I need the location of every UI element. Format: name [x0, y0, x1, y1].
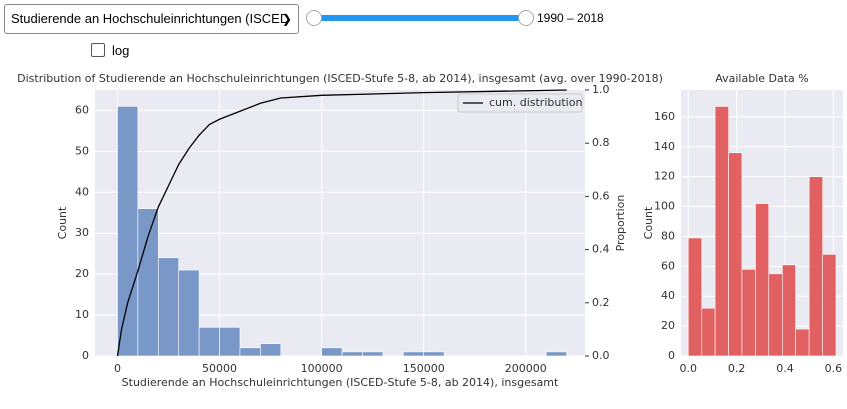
- bar: [362, 351, 384, 357]
- y-tick-label: 20: [75, 267, 89, 280]
- range-slider[interactable]: [313, 15, 525, 21]
- y-tick-label: 160: [654, 110, 675, 123]
- y2-axis-label: Proportion: [614, 195, 627, 252]
- y-tick-label: 40: [661, 289, 675, 302]
- y-tick-label: 100: [654, 200, 675, 213]
- y-tick-label: 40: [75, 185, 89, 198]
- y-axis-label: Count: [642, 206, 655, 239]
- bar: [701, 307, 716, 357]
- x-tick-label: 0.0: [680, 362, 698, 375]
- bar: [728, 152, 743, 357]
- dropdown-arrow: ❯: [281, 12, 292, 26]
- bar: [239, 347, 261, 357]
- slider-label: 1990 – 2018: [537, 11, 604, 25]
- bar: [219, 327, 241, 357]
- bar: [157, 257, 180, 357]
- x-tick-label: 150000: [403, 362, 445, 375]
- y-tick-label: 0: [82, 349, 89, 362]
- x-tick-label: 0.4: [776, 362, 794, 375]
- bar: [768, 273, 783, 357]
- y2-tick-label: 1.0: [592, 83, 610, 96]
- bar: [822, 254, 837, 357]
- x-tick-label: 0.6: [825, 362, 843, 375]
- y-axis-label: Count: [56, 206, 69, 239]
- bar: [198, 327, 220, 357]
- y-tick-label: 60: [661, 259, 675, 272]
- y-tick-label: 30: [75, 226, 89, 239]
- legend-box: [457, 93, 583, 113]
- y-tick-label: 10: [75, 308, 89, 321]
- x-axis-label: Studierende an Hochschuleinrichtungen (I…: [122, 376, 559, 389]
- chart-title: Distribution of Studierende an Hochschul…: [17, 72, 663, 85]
- x-tick-label: 200000: [505, 362, 547, 375]
- y-tick-label: 50: [75, 144, 89, 157]
- y-tick-label: 0: [668, 349, 675, 362]
- bar: [402, 351, 425, 357]
- bar: [423, 351, 445, 357]
- bar: [795, 328, 810, 357]
- x-tick-label: 0.2: [728, 362, 746, 375]
- chart-title: Available Data %: [715, 72, 809, 85]
- bar: [545, 351, 567, 357]
- y-tick-label: 140: [654, 140, 675, 153]
- y2-tick-label: 0.6: [592, 189, 610, 202]
- y2-tick-label: 0.8: [592, 136, 610, 149]
- y2-tick-label: 0.4: [592, 243, 610, 256]
- bar: [755, 203, 770, 357]
- y2-tick-label: 0.0: [592, 349, 610, 362]
- y-tick-label: 120: [654, 170, 675, 183]
- x-tick-label: 0: [114, 362, 121, 375]
- bar: [137, 208, 159, 357]
- bar: [178, 269, 200, 357]
- slider-handle[interactable]: [518, 10, 534, 26]
- bar: [687, 237, 703, 357]
- x-tick-label: 100000: [301, 362, 343, 375]
- bar: [782, 264, 796, 357]
- bar: [117, 106, 139, 357]
- y2-tick-label: 0.2: [592, 296, 610, 309]
- legend-label: cum. distribution: [489, 96, 582, 109]
- slider-handle[interactable]: [306, 10, 322, 26]
- y-tick-label: 80: [661, 229, 675, 242]
- bar: [741, 269, 756, 357]
- checkbox-label: log: [112, 43, 130, 58]
- bar: [341, 351, 363, 357]
- cumulative-line: [116, 89, 567, 357]
- bar: [808, 176, 823, 357]
- y-tick-label: 20: [661, 319, 675, 332]
- y-tick-label: 60: [75, 103, 89, 116]
- x-tick-label: 50000: [202, 362, 237, 375]
- bar: [714, 106, 729, 357]
- checkbox[interactable]: [91, 43, 105, 57]
- bar: [260, 343, 282, 357]
- dropdown[interactable]: Studierende an Hochschuleinrichtungen (I…: [4, 4, 299, 34]
- bar: [321, 347, 343, 357]
- dropdown-text: Studierende an Hochschuleinrichtungen (I…: [11, 11, 290, 26]
